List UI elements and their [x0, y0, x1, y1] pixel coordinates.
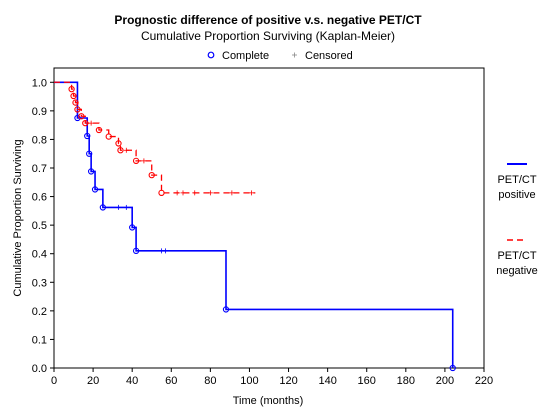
series-1 — [54, 81, 256, 197]
x-tick-label: 0 — [51, 375, 57, 387]
series-0 — [54, 81, 456, 372]
y-tick-label: 0.7 — [32, 163, 47, 175]
x-tick-label: 220 — [475, 375, 493, 387]
complete-point — [115, 140, 122, 147]
y-tick-label: 0.8 — [32, 134, 47, 146]
complete-point — [78, 113, 85, 120]
y-tick-label: 0.4 — [32, 249, 47, 261]
legend-positive-label-line1: PET/CT — [497, 174, 536, 186]
y-tick-label: 0.0 — [32, 363, 47, 375]
x-tick-label: 20 — [87, 375, 99, 387]
complete-point — [132, 157, 140, 165]
complete-point — [74, 114, 81, 122]
complete-point — [222, 306, 230, 313]
x-tick-label: 140 — [318, 375, 336, 387]
censored-marker-icon — [292, 52, 297, 58]
series-layer — [54, 81, 456, 372]
censored-point — [229, 190, 235, 196]
x-tick-label: 100 — [240, 375, 258, 387]
censored-point — [192, 190, 198, 196]
y-tick-label: 0.9 — [32, 106, 47, 118]
x-tick-label: 40 — [126, 375, 138, 387]
complete-point — [105, 133, 112, 140]
x-axis: 0 20 40 60 80 100 120 140 160 180 200 220 — [51, 368, 493, 387]
complete-point — [82, 119, 89, 127]
complete-point — [84, 132, 91, 140]
chart-subtitle: Cumulative Proportion Surviving (Kaplan-… — [141, 29, 395, 43]
censored-point — [123, 204, 129, 210]
legend-censored-label: Censored — [305, 50, 353, 62]
complete-point — [449, 364, 456, 372]
complete-point — [129, 224, 136, 231]
y-axis: 0.0 0.1 0.2 0.3 0.4 0.5 0.6 0.7 0.8 0.9 1.0 — [32, 77, 54, 375]
x-tick-label: 180 — [397, 375, 415, 387]
complete-point — [86, 150, 93, 157]
complete-point — [99, 204, 107, 211]
x-tick-label: 200 — [436, 375, 454, 387]
series-legend: PET/CT positive PET/CT negative — [496, 163, 538, 277]
complete-point — [132, 247, 140, 255]
complete-marker-icon — [207, 51, 215, 59]
survival-step-line — [54, 81, 256, 194]
chart-title: Prognostic difference of positive v.s. n… — [114, 13, 422, 27]
complete-point — [74, 106, 81, 113]
plot-frame — [53, 67, 485, 369]
legend-complete-label: Complete — [222, 50, 269, 62]
legend-negative-label-line2: negative — [496, 265, 538, 277]
y-axis-label: Cumulative Proportion Surviving — [12, 139, 24, 296]
x-tick-label: 120 — [279, 375, 297, 387]
y-tick-label: 0.3 — [32, 277, 47, 289]
complete-point — [117, 147, 124, 154]
censored-point — [162, 248, 168, 254]
complete-point — [158, 189, 165, 197]
x-tick-label: 80 — [204, 375, 216, 387]
complete-point — [87, 168, 95, 175]
complete-point — [91, 186, 99, 193]
censored-point — [174, 190, 180, 196]
x-axis-label: Time (months) — [233, 395, 304, 407]
censored-point — [123, 147, 129, 153]
censored-point — [207, 190, 213, 196]
censored-point — [248, 190, 254, 196]
survival-step-line — [54, 81, 454, 368]
censored-point — [116, 204, 121, 210]
legend-negative-label-line1: PET/CT — [497, 250, 536, 262]
y-tick-label: 1.0 — [32, 77, 47, 89]
censored-point — [88, 120, 94, 126]
censored-point — [141, 158, 147, 164]
x-tick-label: 160 — [358, 375, 376, 387]
censored-point — [180, 190, 186, 196]
complete-point — [72, 99, 79, 106]
complete-point — [70, 92, 77, 100]
marker-legend: Complete Censored — [207, 50, 353, 62]
y-tick-label: 0.6 — [32, 192, 47, 204]
complete-point — [95, 126, 103, 134]
y-tick-label: 0.2 — [32, 306, 47, 318]
legend-positive-label-line2: positive — [498, 189, 535, 201]
x-tick-label: 60 — [165, 375, 177, 387]
complete-point — [148, 171, 155, 179]
y-tick-label: 0.1 — [32, 334, 47, 346]
y-tick-label: 0.5 — [32, 220, 47, 232]
complete-point — [68, 85, 75, 93]
